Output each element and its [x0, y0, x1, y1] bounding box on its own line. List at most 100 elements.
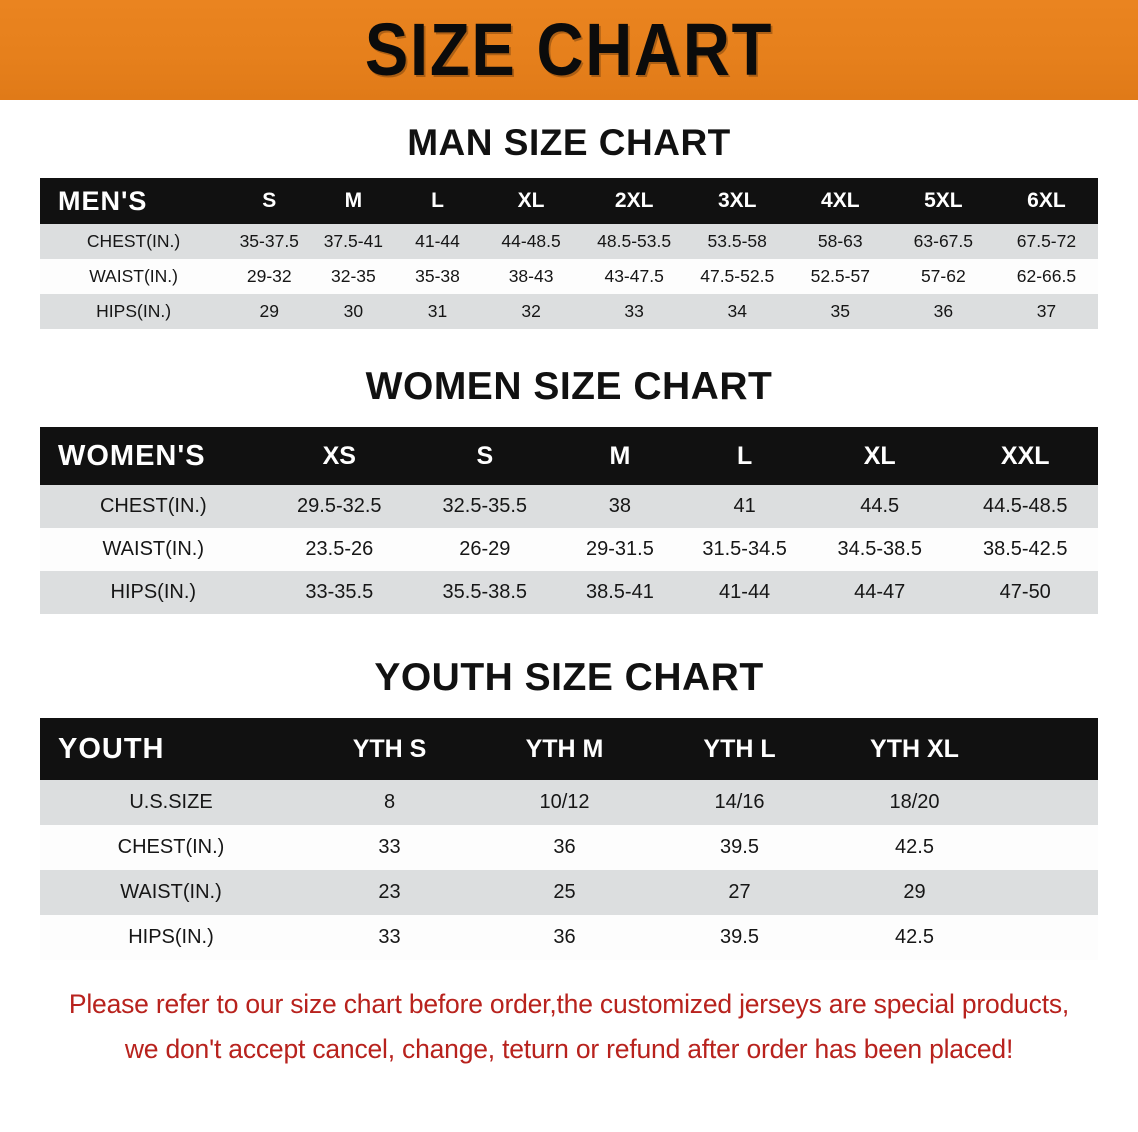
man-hips-2xl: 33 [582, 294, 686, 329]
youth-chest-s: 33 [302, 825, 477, 870]
man-hips-m: 30 [311, 294, 396, 329]
women-col-header-m: M [557, 427, 683, 485]
man-waist-l: 35-38 [395, 259, 480, 294]
youth-col-header-m: YTH M [477, 718, 652, 780]
youth-hips-m: 36 [477, 915, 652, 960]
youth-chest-xl: 42.5 [827, 825, 1002, 870]
man-col-header-4xl: 4XL [788, 178, 892, 224]
youth-section-title: YOUTH SIZE CHART [374, 656, 764, 699]
man-chest-4xl: 58-63 [788, 224, 892, 259]
man-col-header-m: M [311, 178, 396, 224]
women-chest-s: 32.5-35.5 [412, 485, 558, 528]
youth-table-wrapper: YOUTH YTH S YTH M YTH L YTH XL U.S.SIZE … [40, 718, 1098, 960]
man-row-label-chest: CHEST(IN.) [40, 224, 228, 259]
youth-waist-l: 27 [652, 870, 827, 915]
man-hips-4xl: 35 [788, 294, 892, 329]
man-col-header-l: L [395, 178, 480, 224]
women-chest-xxl: 44.5-48.5 [952, 485, 1098, 528]
youth-corner-label: YOUTH [40, 718, 302, 780]
man-section-title: MAN SIZE CHART [407, 122, 731, 163]
man-waist-6xl: 62-66.5 [994, 259, 1098, 294]
youth-col-header-xl: YTH XL [827, 718, 1002, 780]
table-row: HIPS(IN.) 33 36 39.5 42.5 [40, 915, 1098, 960]
man-hips-6xl: 37 [994, 294, 1098, 329]
women-size-table: WOMEN'S XS S M L XL XXL CHEST(IN.) 29.5-… [40, 427, 1098, 614]
table-row: WAIST(IN.) 23.5-26 26-29 29-31.5 31.5-34… [40, 528, 1098, 571]
youth-row-spacer [1002, 870, 1098, 915]
women-chest-xs: 29.5-32.5 [266, 485, 413, 528]
youth-col-header-l: YTH L [652, 718, 827, 780]
youth-row-label-ussize: U.S.SIZE [40, 780, 302, 825]
disclaimer-line-1: Please refer to our size chart before or… [68, 989, 1070, 1019]
table-row: WAIST(IN.) 29-32 32-35 35-38 38-43 43-47… [40, 259, 1098, 294]
youth-row-label-hips: HIPS(IN.) [40, 915, 302, 960]
man-col-header-5xl: 5XL [891, 178, 995, 224]
women-chest-m: 38 [557, 485, 683, 528]
women-hips-xl: 44-47 [806, 571, 953, 614]
man-header-row: MEN'S S M L XL 2XL 3XL 4XL 5XL 6XL [40, 178, 1098, 224]
man-hips-l: 31 [395, 294, 480, 329]
man-hips-3xl: 34 [685, 294, 789, 329]
man-hips-5xl: 36 [891, 294, 995, 329]
man-col-header-s: S [227, 178, 312, 224]
women-corner-label: WOMEN'S [40, 427, 267, 485]
women-hips-xs: 33-35.5 [266, 571, 413, 614]
man-waist-m: 32-35 [311, 259, 396, 294]
women-hips-m: 38.5-41 [557, 571, 683, 614]
youth-waist-xl: 29 [827, 870, 1002, 915]
women-chest-xl: 44.5 [806, 485, 953, 528]
youth-ussize-l: 14/16 [652, 780, 827, 825]
women-row-label-hips: HIPS(IN.) [40, 571, 267, 614]
youth-hips-s: 33 [302, 915, 477, 960]
table-row: CHEST(IN.) 35-37.5 37.5-41 41-44 44-48.5… [40, 224, 1098, 259]
man-chest-s: 35-37.5 [227, 224, 312, 259]
man-waist-2xl: 43-47.5 [582, 259, 686, 294]
man-table-wrapper: MEN'S S M L XL 2XL 3XL 4XL 5XL 6XL CHEST… [40, 178, 1098, 329]
women-section-title: WOMEN SIZE CHART [365, 365, 773, 408]
women-row-label-chest: CHEST(IN.) [40, 485, 267, 528]
women-header-row: WOMEN'S XS S M L XL XXL [40, 427, 1098, 485]
youth-ussize-m: 10/12 [477, 780, 652, 825]
youth-header-spacer [1002, 718, 1098, 780]
page-title: SIZE CHART [364, 8, 774, 91]
women-waist-m: 29-31.5 [557, 528, 683, 571]
man-col-header-3xl: 3XL [685, 178, 789, 224]
women-col-header-xxl: XXL [952, 427, 1098, 485]
women-waist-s: 26-29 [412, 528, 558, 571]
man-waist-s: 29-32 [227, 259, 312, 294]
women-waist-l: 31.5-34.5 [682, 528, 807, 571]
man-waist-3xl: 47.5-52.5 [685, 259, 789, 294]
women-col-header-xs: XS [266, 427, 413, 485]
man-col-header-2xl: 2XL [582, 178, 686, 224]
man-chest-2xl: 48.5-53.5 [582, 224, 686, 259]
man-row-label-waist: WAIST(IN.) [40, 259, 228, 294]
man-col-header-xl: XL [479, 178, 583, 224]
youth-row-label-waist: WAIST(IN.) [40, 870, 302, 915]
man-waist-xl: 38-43 [479, 259, 583, 294]
man-chest-l: 41-44 [395, 224, 480, 259]
man-chest-3xl: 53.5-58 [685, 224, 789, 259]
women-col-header-xl: XL [806, 427, 953, 485]
man-chest-5xl: 63-67.5 [891, 224, 995, 259]
man-hips-xl: 32 [479, 294, 583, 329]
youth-header-row: YOUTH YTH S YTH M YTH L YTH XL [40, 718, 1098, 780]
man-size-table: MEN'S S M L XL 2XL 3XL 4XL 5XL 6XL CHEST… [40, 178, 1098, 329]
man-corner-label: MEN'S [40, 178, 228, 224]
table-row: HIPS(IN.) 29 30 31 32 33 34 35 36 37 [40, 294, 1098, 329]
disclaimer-note: Please refer to our size chart before or… [29, 982, 1109, 1072]
table-row: HIPS(IN.) 33-35.5 35.5-38.5 38.5-41 41-4… [40, 571, 1098, 614]
youth-row-spacer [1002, 915, 1098, 960]
man-row-label-hips: HIPS(IN.) [40, 294, 228, 329]
women-hips-xxl: 47-50 [952, 571, 1098, 614]
man-col-header-6xl: 6XL [994, 178, 1098, 224]
women-waist-xs: 23.5-26 [266, 528, 413, 571]
women-waist-xxl: 38.5-42.5 [952, 528, 1098, 571]
women-chest-l: 41 [682, 485, 807, 528]
women-hips-s: 35.5-38.5 [412, 571, 558, 614]
youth-col-header-s: YTH S [302, 718, 477, 780]
women-hips-l: 41-44 [682, 571, 807, 614]
youth-chest-l: 39.5 [652, 825, 827, 870]
table-row: CHEST(IN.) 29.5-32.5 32.5-35.5 38 41 44.… [40, 485, 1098, 528]
man-waist-4xl: 52.5-57 [788, 259, 892, 294]
youth-row-spacer [1002, 825, 1098, 870]
